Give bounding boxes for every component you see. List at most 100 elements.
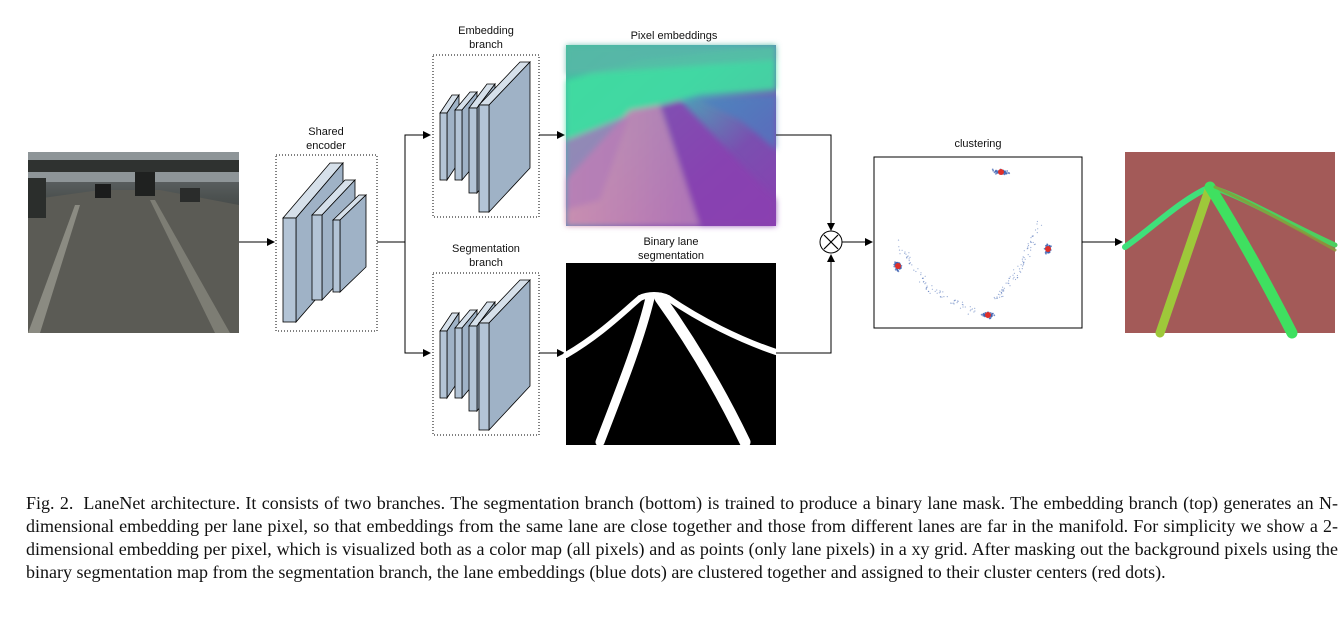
cluster-point: [974, 310, 976, 312]
cluster-point: [946, 296, 948, 298]
cluster-point: [959, 307, 962, 309]
cluster-point: [909, 263, 911, 265]
cluster-point: [1027, 244, 1030, 247]
cluster-point: [999, 290, 1001, 292]
cluster-point: [911, 264, 913, 266]
cluster-point: [925, 287, 928, 289]
segmentation-branch-label-line2: branch: [469, 257, 503, 269]
cluster-point: [969, 306, 971, 308]
shared-encoder-label-line1: Shared: [308, 126, 343, 138]
cluster-point: [1002, 295, 1004, 297]
cluster-point: [939, 291, 942, 293]
binary-lane-segmentation-map: Binary lane segmentation: [563, 236, 779, 448]
cluster-point: [925, 288, 927, 290]
cluster-point: [1008, 172, 1011, 175]
input-road-image: [28, 152, 239, 333]
cluster-point: [924, 283, 926, 285]
cluster-point: [1008, 280, 1010, 282]
cluster-point: [1017, 277, 1019, 279]
cluster-point: [996, 296, 998, 298]
cluster-point: [898, 249, 901, 251]
cluster-point: [1002, 289, 1005, 291]
cluster-point: [1009, 285, 1011, 287]
cluster-point: [1024, 258, 1026, 260]
cluster-point: [969, 310, 971, 312]
embedding-branch: Embedding branch: [432, 25, 540, 218]
cluster-center: [985, 312, 991, 318]
lane-instance-output: [1122, 152, 1338, 339]
cluster-point: [919, 281, 921, 283]
shared-encoder: Shared encoder: [275, 126, 378, 332]
cluster-point: [928, 290, 930, 293]
cluster-point: [942, 291, 944, 293]
pixel-embeddings-title: Pixel embeddings: [631, 30, 718, 42]
cluster-point: [1030, 237, 1032, 239]
cluster-point: [1003, 287, 1006, 289]
figure-label: Fig. 2.: [26, 493, 74, 513]
cluster-point: [1034, 229, 1037, 231]
cluster-point: [921, 277, 924, 279]
cluster-point: [1021, 268, 1023, 270]
cluster-point: [931, 288, 934, 290]
cluster-point: [1036, 223, 1038, 225]
cluster-point: [1040, 224, 1043, 226]
cluster-point: [905, 253, 907, 255]
cluster-point: [999, 294, 1001, 296]
lanenet-architecture-diagram: Shared encoder Embedding branch: [28, 25, 1338, 448]
pixel-embeddings-map: Pixel embeddings: [566, 30, 776, 226]
cluster-point: [967, 313, 969, 315]
merge-connectors: [776, 134, 835, 354]
cluster-point: [920, 274, 922, 276]
cluster-point: [908, 259, 910, 262]
cluster-point: [1001, 296, 1003, 298]
cluster-point: [1036, 220, 1038, 223]
cluster-point: [1022, 260, 1024, 262]
cluster-center: [998, 169, 1004, 175]
cluster-point: [1030, 241, 1032, 243]
cluster-point: [906, 256, 909, 258]
cluster-point: [899, 253, 901, 255]
cluster-center: [1045, 246, 1051, 252]
binary-segmentation-title-line1: Binary lane: [643, 236, 698, 248]
cluster-point: [1013, 272, 1016, 274]
cluster-point: [939, 290, 941, 292]
cluster-point: [1017, 265, 1019, 267]
cluster-point: [954, 299, 956, 301]
segmentation-branch-label-line1: Segmentation: [452, 243, 520, 255]
cluster-point: [974, 307, 976, 309]
cluster-center: [895, 263, 901, 269]
embedding-branch-label-line1: Embedding: [458, 25, 514, 37]
cluster-point: [907, 255, 909, 257]
cluster-point: [962, 306, 964, 308]
cluster-point: [995, 169, 997, 172]
cluster-point: [1020, 264, 1022, 266]
cluster-point: [1037, 228, 1039, 230]
cluster-point: [1016, 274, 1019, 277]
cluster-point: [1001, 289, 1003, 291]
cluster-point: [1030, 246, 1032, 249]
cluster-point: [1012, 278, 1014, 280]
cluster-point: [991, 313, 994, 315]
cluster-point: [994, 298, 996, 300]
cluster-point: [1013, 269, 1015, 271]
cluster-point: [920, 272, 922, 274]
cluster-point: [904, 252, 906, 254]
cluster-point: [973, 311, 975, 313]
cluster-point: [1022, 264, 1025, 266]
cluster-point: [997, 293, 1000, 295]
cluster-point: [923, 280, 925, 283]
cluster-point: [1020, 271, 1022, 273]
cluster-point: [908, 258, 910, 260]
cluster-point: [1012, 274, 1014, 276]
cluster-point: [950, 302, 952, 304]
cluster-point: [1021, 258, 1024, 260]
cluster-point: [1036, 232, 1038, 234]
cluster-point: [893, 265, 896, 268]
cluster-point: [925, 282, 927, 284]
cluster-point: [894, 268, 897, 271]
cluster-points: [893, 168, 1052, 320]
cluster-point: [1000, 292, 1003, 294]
cluster-point: [1045, 245, 1047, 247]
cluster-point: [1030, 249, 1032, 251]
cluster-point: [1046, 243, 1049, 246]
